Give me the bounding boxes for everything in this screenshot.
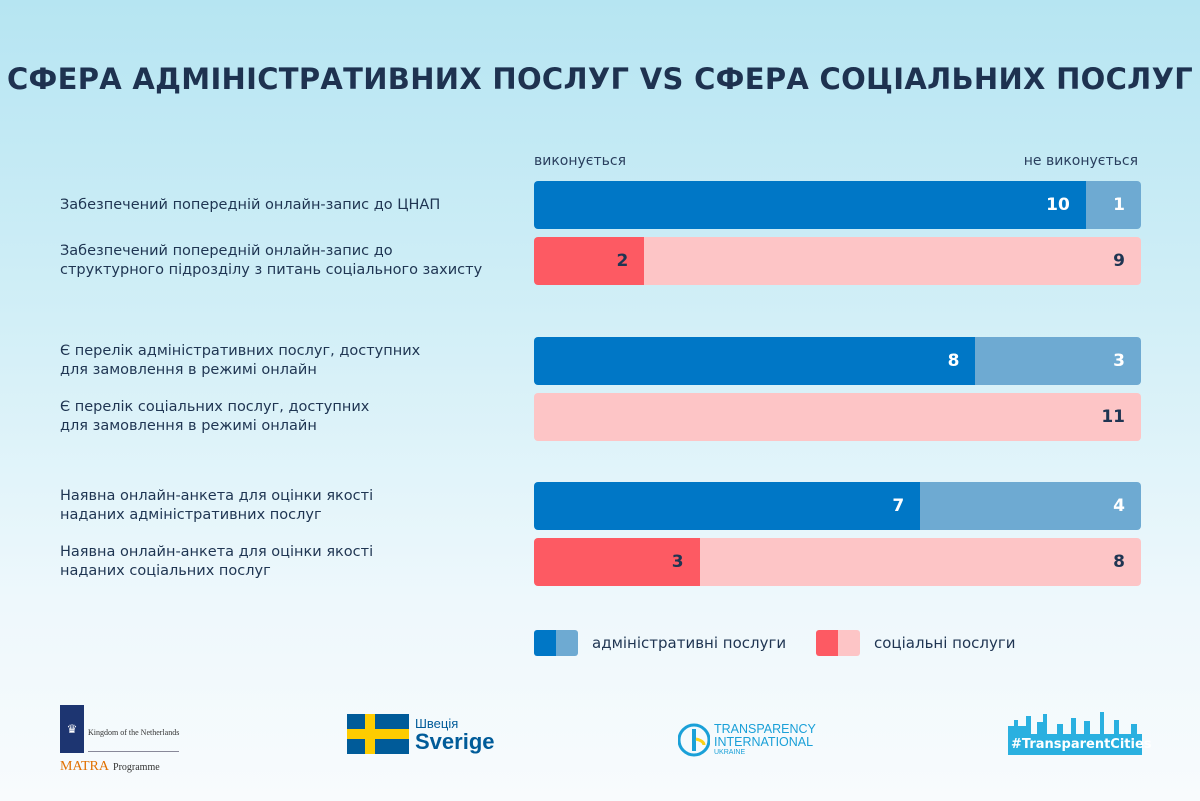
row-label-line: Забезпечений попередній онлайн-запис до …: [60, 196, 441, 213]
row-label-line: для замовлення в режимі онлайн: [60, 362, 317, 378]
bar-segment-not-done: 4: [920, 482, 1141, 530]
bar-row: 10 1: [534, 181, 1141, 229]
row-label-line: Є перелік соціальних послуг, доступних: [60, 399, 370, 415]
ti-text-3: UKRAINE: [714, 749, 746, 756]
row-label: Наявна онлайн-анкета для оцінки якості на…: [60, 482, 530, 530]
bar-segment-not-done: 9: [644, 237, 1141, 285]
legend-label: соціальні послуги: [874, 634, 1016, 652]
legend-swatch-admin-not: [556, 630, 578, 656]
bar-row: 11: [534, 393, 1141, 441]
bar-segment-not-done: 1: [1085, 181, 1141, 229]
ti-emblem-icon: [678, 723, 710, 757]
data-label: 3: [1113, 351, 1125, 371]
data-label: 9: [1113, 251, 1125, 271]
ti-text-2: INTERNATIONAL: [714, 735, 814, 749]
row-label-line: структурного підрозділу з питань соціаль…: [60, 262, 483, 278]
page-title: СФЕРА АДМІНІСТРАТИВНИХ ПОСЛУГ VS СФЕРА С…: [6, 62, 1194, 96]
row-label-line: наданих адміністративних послуг: [60, 507, 322, 523]
header-done: виконується: [534, 153, 627, 169]
data-label: 2: [616, 251, 629, 271]
row-label-line: Є перелік адміністративних послуг, досту…: [60, 343, 421, 359]
cities-text: #TransparentCities: [1008, 734, 1152, 755]
sweden-logo: Швеція Sverige: [347, 714, 495, 754]
header-not-done: не виконується: [1023, 153, 1138, 169]
programme-text: Programme: [113, 762, 160, 773]
bar-segment-done: 10: [534, 181, 1086, 229]
legend-admin: адміністративні послуги: [534, 630, 786, 656]
nl-text: Kingdom of the Netherlands: [88, 706, 180, 752]
row-label: Забезпечений попередній онлайн-запис до …: [60, 181, 530, 229]
row-label: Забезпечений попередній онлайн-запис до с…: [60, 237, 530, 285]
sweden-ua-text: Швеція: [415, 715, 459, 731]
row-label-line: Наявна онлайн-анкета для оцінки якості: [60, 488, 374, 504]
ti-logo: TRANSPARENCY INTERNATIONAL UKRAINE: [678, 723, 816, 757]
row-label-line: наданих соціальних послуг: [60, 563, 271, 579]
sverige-text: Sverige: [415, 728, 495, 754]
legend-swatch-social-not: [838, 630, 860, 656]
data-label: 8: [1113, 552, 1125, 572]
legend-label: адміністративні послуги: [592, 634, 787, 652]
row-label-line: Забезпечений попередній онлайн-запис до: [60, 243, 393, 259]
data-label: 1: [1113, 195, 1125, 215]
legend-social: соціальні послуги: [816, 630, 1016, 656]
data-label: 10: [1046, 195, 1070, 215]
bar-segment-not-done: 11: [534, 393, 1141, 441]
bar-segment-done: 7: [534, 482, 921, 530]
data-label: 11: [1101, 407, 1125, 427]
row-label-line: для замовлення в режимі онлайн: [60, 418, 317, 434]
data-label: 7: [892, 496, 905, 516]
bar-segment-not-done: 3: [975, 337, 1141, 385]
data-label: 4: [1113, 496, 1125, 516]
data-label: 3: [671, 552, 684, 572]
row-label-line: Наявна онлайн-анкета для оцінки якості: [60, 544, 374, 560]
row-label: Є перелік адміністративних послуг, досту…: [60, 337, 530, 385]
netherlands-logo: ♛ Kingdom of the Netherlands MATRA Progr…: [60, 705, 180, 775]
data-label: 8: [947, 351, 960, 371]
row-label: Наявна онлайн-анкета для оцінки якості на…: [60, 538, 530, 586]
row-label: Є перелік соціальних послуг, доступних дл…: [60, 393, 530, 441]
crest-icon: ♛: [60, 705, 84, 753]
legend-swatch-social-done: [816, 630, 838, 656]
swedish-flag-icon: [347, 714, 409, 754]
city-skyline-icon: [1008, 712, 1137, 734]
bar-segment-done: 3: [534, 538, 700, 586]
bar-segment-done: 2: [534, 237, 645, 285]
legend-swatch-admin-done: [534, 630, 556, 656]
matra-text: MATRA: [60, 759, 110, 774]
bar-segment-not-done: 8: [699, 538, 1141, 586]
ti-text-1: TRANSPARENCY: [714, 722, 816, 736]
transparent-cities-logo: #TransparentCities: [1008, 712, 1152, 755]
bar-segment-done: 8: [534, 337, 976, 385]
